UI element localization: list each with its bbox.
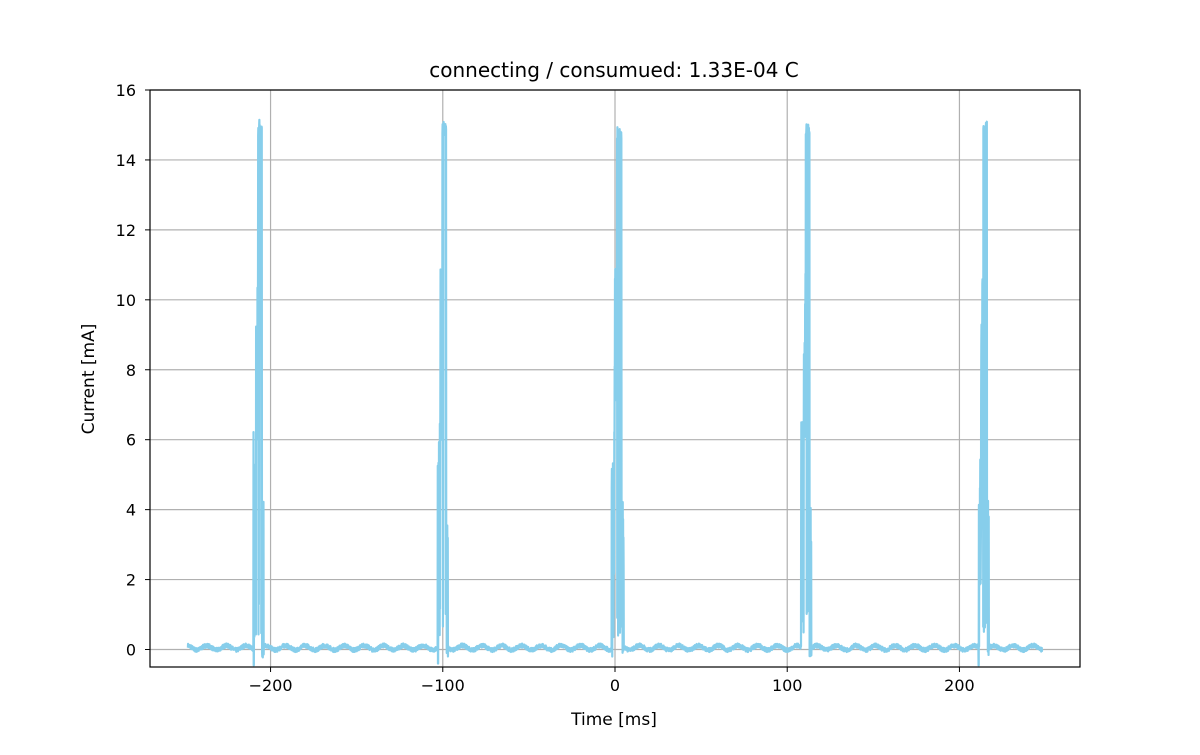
x-tick-label: −100 xyxy=(421,676,465,695)
ticks: −200 −100 0 100 200 0 2 4 6 8 10 12 14 16 xyxy=(116,81,975,695)
series-layer xyxy=(186,118,1044,667)
x-tick-label: 100 xyxy=(772,676,803,695)
x-tick-label: −200 xyxy=(249,676,293,695)
y-tick-label: 0 xyxy=(126,641,136,660)
y-tick-label: 4 xyxy=(126,501,136,520)
x-tick-label: 200 xyxy=(944,676,975,695)
y-tick-label: 14 xyxy=(116,151,136,170)
x-tick-label: 0 xyxy=(610,676,620,695)
y-tick-label: 8 xyxy=(126,361,136,380)
current-series-line xyxy=(186,118,1044,667)
y-tick-label: 2 xyxy=(126,571,136,590)
y-tick-label: 6 xyxy=(126,431,136,450)
chart-title: connecting / consumued: 1.33E-04 C xyxy=(429,58,799,82)
x-axis-label: Time [ms] xyxy=(570,710,657,730)
y-tick-label: 16 xyxy=(116,81,136,100)
y-axis-label: Current [mA] xyxy=(79,324,99,435)
y-tick-label: 10 xyxy=(116,291,136,310)
y-tick-label: 12 xyxy=(116,221,136,240)
